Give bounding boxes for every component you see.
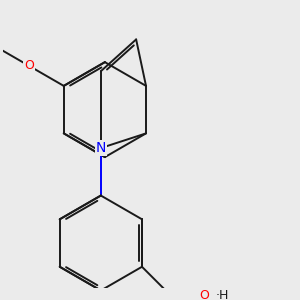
- Text: N: N: [96, 141, 106, 155]
- Text: O: O: [24, 59, 34, 72]
- Text: ·H: ·H: [216, 289, 229, 300]
- Text: O: O: [199, 289, 209, 300]
